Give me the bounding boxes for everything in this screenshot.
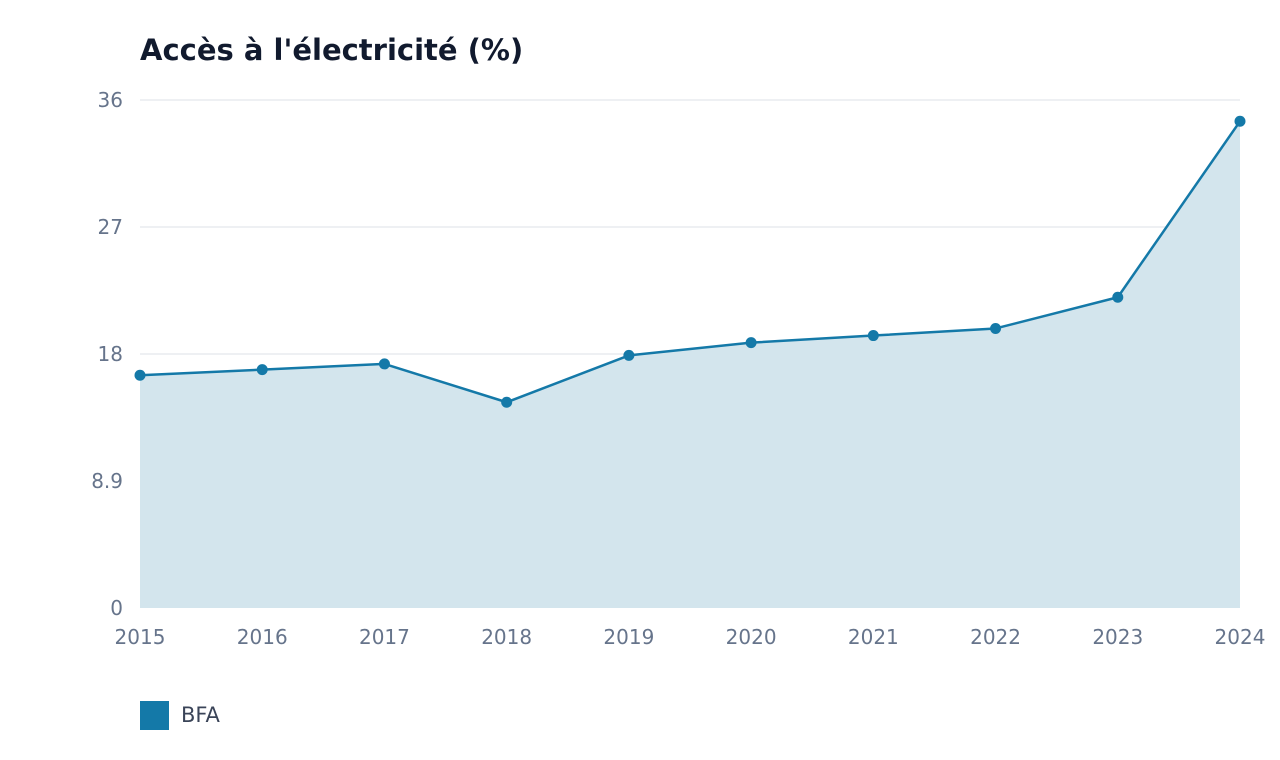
data-point bbox=[745, 337, 757, 349]
x-tick-label: 2021 bbox=[848, 625, 899, 649]
data-point bbox=[256, 364, 268, 376]
data-point bbox=[378, 358, 390, 370]
x-tick-label: 2023 bbox=[1092, 625, 1143, 649]
data-point bbox=[134, 369, 146, 381]
data-point bbox=[1234, 115, 1246, 127]
data-point bbox=[623, 349, 635, 361]
data-point bbox=[1112, 291, 1124, 303]
series-line bbox=[139, 120, 1242, 404]
y-tick-label: 8.9 bbox=[91, 469, 123, 493]
y-tick-label: 0 bbox=[110, 596, 123, 620]
x-tick-label: 2024 bbox=[1215, 625, 1266, 649]
legend-swatch bbox=[140, 700, 169, 730]
area-fill bbox=[140, 121, 1240, 608]
area-fill-layer bbox=[140, 121, 1240, 608]
legend: BFA bbox=[140, 700, 220, 730]
y-tick-label: 36 bbox=[98, 88, 123, 112]
x-tick-label: 2022 bbox=[970, 625, 1021, 649]
x-tick-label: 2017 bbox=[359, 625, 410, 649]
y-axis-ticks: 0 8.9 18 27 36 bbox=[91, 88, 123, 620]
data-point bbox=[501, 396, 513, 408]
data-points-layer bbox=[134, 115, 1246, 408]
x-tick-label: 2018 bbox=[481, 625, 532, 649]
chart-title: Accès à l'électricité (%) bbox=[140, 33, 524, 67]
x-tick-label: 2016 bbox=[237, 625, 288, 649]
x-tick-label: 2020 bbox=[726, 625, 777, 649]
data-point bbox=[990, 322, 1002, 334]
y-tick-label: 18 bbox=[98, 342, 123, 366]
legend-label-bfa: BFA bbox=[181, 703, 220, 727]
data-point bbox=[867, 330, 879, 342]
x-tick-label: 2019 bbox=[603, 625, 654, 649]
y-tick-label: 27 bbox=[98, 215, 123, 239]
series-line-layer bbox=[139, 120, 1242, 404]
x-axis-ticks: 2015 2016 2017 2018 2019 2020 2021 2022 2023 2024 bbox=[115, 625, 1266, 649]
x-tick-label: 2015 bbox=[115, 625, 166, 649]
